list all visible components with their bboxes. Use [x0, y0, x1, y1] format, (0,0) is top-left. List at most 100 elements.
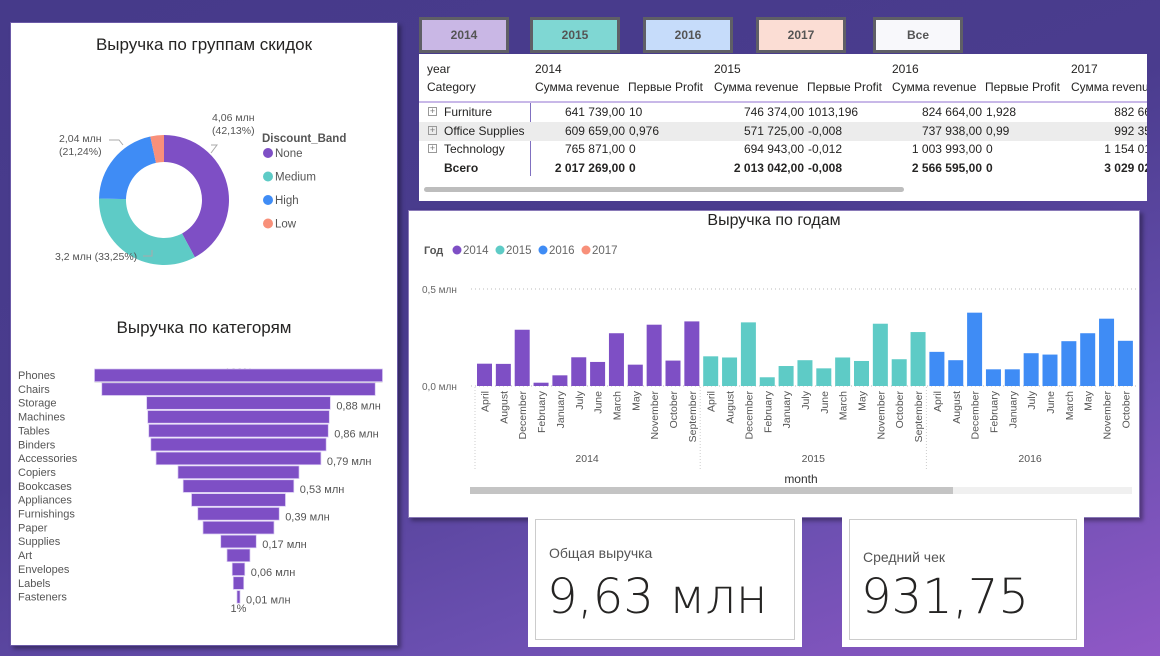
bar-2015-october[interactable] [891, 359, 907, 386]
bar-2014-september[interactable] [684, 321, 700, 386]
matrix-revenue-cell: 765 871,00 [564, 142, 625, 157]
bar-2014-november[interactable] [646, 324, 662, 386]
horizontal-scrollbar[interactable] [424, 187, 904, 192]
expand-plus-icon[interactable]: + [428, 143, 437, 154]
funnel-category-label: Bookcases [18, 481, 72, 493]
bar-2015-february[interactable] [759, 377, 775, 386]
bar-2016-july[interactable] [1023, 353, 1039, 386]
funnel-category-label: Furnishings [18, 509, 75, 521]
funnel-bar-chairs[interactable] [101, 382, 376, 396]
funnel-category-label: Art [18, 550, 32, 562]
x-group-label: 2014 [575, 453, 599, 465]
year-slicer-2016[interactable]: 2016 [643, 17, 733, 53]
bar-2015-december[interactable] [740, 322, 756, 386]
legend-item-2017[interactable]: 2017 [592, 245, 618, 257]
x-tick-label: August [498, 391, 510, 424]
matrix-profit-cell: 0,976 [629, 123, 660, 138]
donut-slice-none[interactable] [164, 135, 229, 258]
legend-item-2016[interactable]: 2016 [549, 245, 575, 257]
legend-item-medium[interactable]: Medium [275, 172, 316, 184]
bar-2016-february[interactable] [985, 369, 1001, 386]
bar-2015-april[interactable] [703, 356, 719, 386]
legend-item-low[interactable]: Low [275, 219, 297, 231]
funnel-category-label: Copiers [18, 467, 56, 479]
bar-2016-november[interactable] [1099, 318, 1115, 386]
funnel-data-label: 0,79 млн [327, 456, 372, 468]
funnel-data-label: 0,88 млн [336, 401, 381, 413]
funnel-bar-furnishings[interactable] [197, 507, 280, 521]
funnel-bar-labels[interactable] [232, 576, 245, 590]
year-slicer-2014[interactable]: 2014 [419, 17, 509, 53]
bar-2014-february[interactable] [533, 382, 549, 386]
year-slicer-2017[interactable]: 2017 [756, 17, 846, 53]
bar-2016-december[interactable] [967, 312, 983, 386]
funnel-category-label: Supplies [18, 536, 61, 548]
bar-2015-november[interactable] [872, 323, 888, 386]
matrix-profit-cell: 10 [629, 105, 643, 119]
funnel-bar-copiers[interactable] [177, 465, 300, 479]
legend-item-none[interactable]: None [275, 148, 303, 160]
bar-2016-january[interactable] [1004, 369, 1020, 386]
x-tick-label: March [611, 391, 623, 420]
bar-2016-april[interactable] [929, 351, 945, 386]
legend-dot-2014 [452, 245, 462, 255]
bar-2016-may[interactable] [1080, 333, 1096, 386]
funnel-bar-appliances[interactable] [191, 493, 286, 507]
bar-2014-august[interactable] [495, 363, 511, 386]
funnel-bar-fasteners[interactable] [236, 590, 241, 604]
donut-slice-low[interactable] [150, 135, 164, 163]
x-tick-label: July [1026, 390, 1038, 409]
bar-2015-may[interactable] [854, 360, 869, 386]
bar-2015-september[interactable] [910, 332, 926, 386]
bar-2014-january[interactable] [552, 375, 568, 386]
legend-title: Год [424, 245, 443, 257]
donut-label-none: 4,06 млн [212, 112, 255, 124]
bar-2016-march[interactable] [1061, 341, 1077, 386]
bar-2016-june[interactable] [1042, 354, 1058, 386]
bar-2016-october[interactable] [1117, 340, 1133, 386]
legend-item-high[interactable]: High [275, 195, 299, 207]
funnel-bar-accessories[interactable] [155, 451, 322, 466]
funnel-bar-storage[interactable] [146, 396, 331, 410]
funnel-category-label: Chairs [18, 384, 50, 396]
funnel-bar-tables[interactable] [148, 424, 329, 438]
funnel-bar-phones[interactable] [94, 368, 383, 382]
bar-2015-august[interactable] [722, 357, 738, 386]
year-slicer-2015[interactable]: 2015 [530, 17, 620, 53]
donut-slice-high[interactable] [99, 136, 156, 200]
bar-2014-june[interactable] [590, 361, 606, 386]
legend-item-2014[interactable]: 2014 [463, 245, 489, 257]
bar-2014-may[interactable] [627, 364, 643, 386]
bar-2014-april[interactable] [477, 363, 492, 386]
funnel-bar-supplies[interactable] [220, 534, 257, 549]
bar-2015-june[interactable] [816, 368, 832, 386]
funnel-bar-machines[interactable] [147, 410, 330, 424]
donut-slice-medium[interactable] [99, 198, 195, 265]
bar-2015-july[interactable] [797, 360, 813, 386]
funnel-bar-art[interactable] [226, 548, 251, 563]
revenue-by-year-panel: Выручка по годам Год 2014 2015 2016 2017 0,5 … [408, 210, 1140, 518]
bar-2015-march[interactable] [835, 357, 851, 386]
expand-plus-icon[interactable]: + [428, 106, 437, 116]
bar-2014-december[interactable] [514, 329, 530, 386]
legend-item-2015[interactable]: 2015 [506, 245, 532, 257]
x-tick-label: July [574, 390, 586, 409]
bar-2014-october[interactable] [665, 360, 681, 386]
bar-2016-august[interactable] [948, 360, 964, 386]
funnel-bar-bookcases[interactable] [182, 479, 295, 493]
funnel-bar-paper[interactable] [202, 521, 275, 535]
bar-2015-january[interactable] [778, 366, 794, 386]
bar-chart[interactable]: Год 2014 2015 2016 2017 0,5 млн 0,0 млн April Au… [409, 211, 1139, 517]
expand-plus-icon[interactable]: + [428, 124, 437, 135]
x-tick-label: October [894, 391, 906, 429]
bar-2014-july[interactable] [571, 357, 587, 386]
year-slicer-Все[interactable]: Все [873, 17, 963, 53]
funnel-category-label: Phones [18, 370, 56, 382]
scrollbar-thumb[interactable] [470, 487, 953, 494]
funnel-bar-envelopes[interactable] [231, 562, 246, 576]
funnel-bar-binders[interactable] [150, 437, 327, 452]
legend-dot-2015 [495, 245, 505, 255]
matrix-row-category: Всего [444, 161, 479, 176]
bar-2014-march[interactable] [608, 333, 624, 386]
x-tick-label: August [951, 391, 963, 424]
